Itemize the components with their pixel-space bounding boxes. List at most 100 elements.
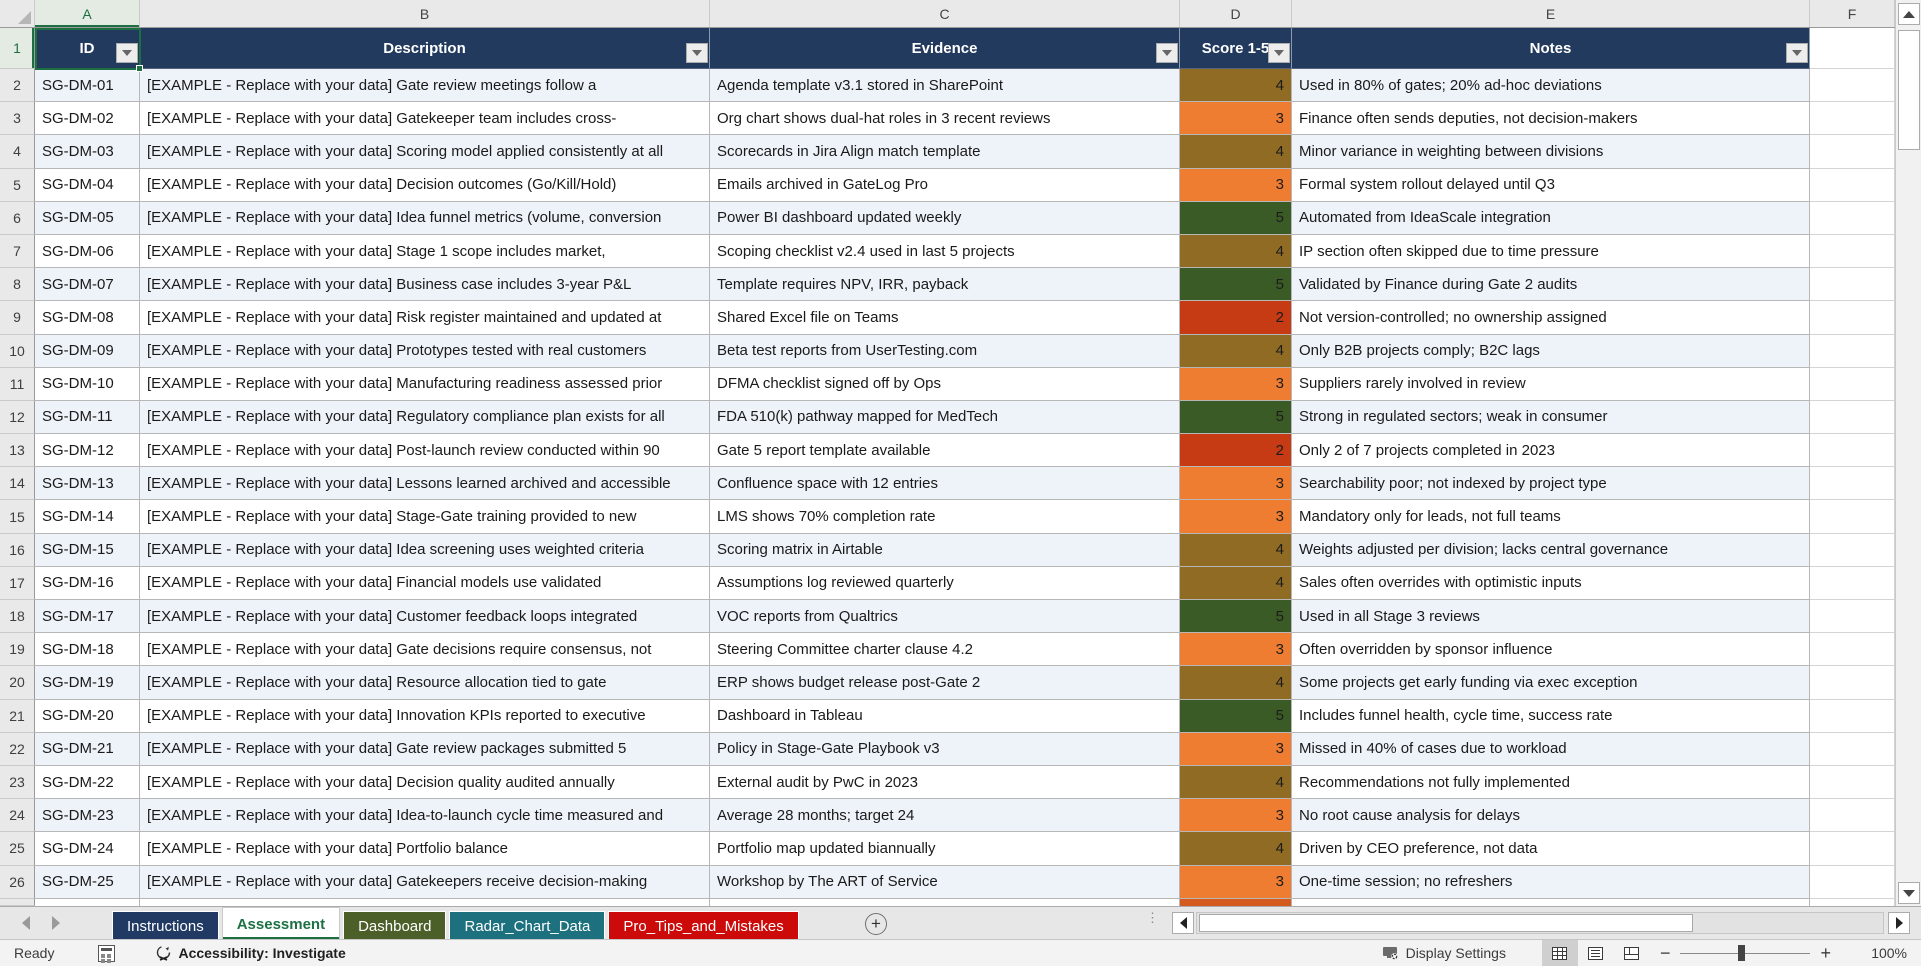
cell-id[interactable]: SG-DM-16 [35, 566, 140, 600]
cell-evidence[interactable]: Gate 5 report template available [710, 434, 1180, 468]
cell-id[interactable]: SG-DM-04 [35, 168, 140, 202]
cell-evidence[interactable]: Portfolio map updated biannually [710, 832, 1180, 866]
hscroll-right-button[interactable] [1888, 912, 1910, 934]
filter-button-score[interactable] [1268, 43, 1290, 63]
cell-notes[interactable]: Often overridden by sponsor influence [1292, 633, 1810, 667]
row-number[interactable]: 23 [0, 765, 35, 800]
cell-id[interactable]: SG-DM-09 [35, 334, 140, 368]
cell-empty[interactable] [1810, 69, 1895, 103]
prev-sheet-icon[interactable] [22, 916, 30, 930]
cell-description[interactable]: [EXAMPLE - Replace with your data] Idea … [140, 201, 710, 235]
cell-id[interactable]: SG-DM-03 [35, 135, 140, 169]
cell-empty[interactable] [1810, 600, 1895, 634]
cell-score[interactable]: 3 [1180, 168, 1292, 202]
cell-empty[interactable] [1810, 28, 1895, 69]
cell-empty[interactable] [1810, 467, 1895, 501]
row-number[interactable]: 19 [0, 633, 35, 667]
cell-id[interactable]: SG-DM-17 [35, 600, 140, 634]
cell-evidence[interactable]: Beta test reports from UserTesting.com [710, 334, 1180, 368]
scroll-up-button[interactable] [1898, 3, 1920, 25]
cell-score[interactable]: 3 [1180, 865, 1292, 899]
cell-id[interactable]: SG-DM-15 [35, 533, 140, 567]
cell-empty[interactable] [1810, 301, 1895, 335]
cell-notes[interactable]: Used in 80% of gates; 20% ad-hoc deviati… [1292, 69, 1810, 103]
cell-score[interactable]: 4 [1180, 69, 1292, 103]
cell-description[interactable]: [EXAMPLE - Replace with your data] Decis… [140, 168, 710, 202]
header-cell-id[interactable]: ID [35, 28, 140, 69]
macro-record-icon[interactable] [98, 944, 116, 962]
horizontal-scrollbar[interactable] [1196, 912, 1884, 934]
cell-evidence[interactable]: Dashboard in Tableau [710, 699, 1180, 733]
cell-description[interactable]: [EXAMPLE - Replace with your data] Stage… [140, 500, 710, 534]
cell-score[interactable]: 5 [1180, 600, 1292, 634]
zoom-slider[interactable] [1680, 944, 1811, 961]
row-number[interactable]: 3 [0, 102, 35, 136]
cell-notes[interactable]: Some projects get early funding via exec… [1292, 666, 1810, 700]
cell-evidence[interactable]: Agenda template v3.1 stored in SharePoin… [710, 69, 1180, 103]
cell-description[interactable]: [EXAMPLE - Replace with your data] Finan… [140, 566, 710, 600]
cell-notes[interactable]: Missed in 40% of cases due to workload [1292, 732, 1810, 766]
row-number[interactable]: 17 [0, 566, 35, 600]
cell-evidence[interactable]: Steering Committee charter clause 4.2 [710, 633, 1180, 667]
cell-score[interactable]: 4 [1180, 533, 1292, 567]
partial-cell[interactable] [1810, 898, 1895, 906]
cell-description[interactable]: [EXAMPLE - Replace with your data] Innov… [140, 699, 710, 733]
cell-description[interactable]: [EXAMPLE - Replace with your data] Gatek… [140, 865, 710, 899]
cell-empty[interactable] [1810, 400, 1895, 435]
zoom-slider-thumb[interactable] [1738, 944, 1746, 961]
cell-id[interactable]: SG-DM-07 [35, 268, 140, 302]
cell-empty[interactable] [1810, 832, 1895, 866]
cell-score[interactable]: 5 [1180, 699, 1292, 733]
cell-evidence[interactable]: Shared Excel file on Teams [710, 301, 1180, 335]
cell-notes[interactable]: IP section often skipped due to time pre… [1292, 234, 1810, 269]
column-letter-b[interactable]: B [140, 0, 710, 27]
next-sheet-icon[interactable] [52, 916, 60, 930]
row-number[interactable]: 20 [0, 666, 35, 700]
header-cell-description[interactable]: Description [140, 28, 710, 69]
cell-description[interactable]: [EXAMPLE - Replace with your data] Post-… [140, 434, 710, 468]
cell-description[interactable]: [EXAMPLE - Replace with your data] Resou… [140, 666, 710, 700]
cell-evidence[interactable]: Scoring matrix in Airtable [710, 533, 1180, 567]
row-number[interactable]: 13 [0, 434, 35, 468]
row-number[interactable]: 12 [0, 400, 35, 435]
sheet-tab-dashboard[interactable]: Dashboard [343, 911, 447, 940]
cell-id[interactable]: SG-DM-18 [35, 633, 140, 667]
cell-notes[interactable]: Only B2B projects comply; B2C lags [1292, 334, 1810, 368]
cell-id[interactable]: SG-DM-20 [35, 699, 140, 733]
page-break-view-button[interactable] [1614, 940, 1650, 966]
cell-description[interactable]: [EXAMPLE - Replace with your data] Gatek… [140, 102, 710, 136]
zoom-in-button[interactable]: + [1820, 942, 1831, 963]
cell-id[interactable]: SG-DM-11 [35, 400, 140, 435]
cell-notes[interactable]: Only 2 of 7 projects completed in 2023 [1292, 434, 1810, 468]
filter-button-description[interactable] [686, 43, 708, 63]
cell-id[interactable]: SG-DM-05 [35, 201, 140, 235]
page-layout-view-button[interactable] [1578, 940, 1614, 966]
normal-view-button[interactable] [1541, 940, 1578, 966]
row-number[interactable]: 26 [0, 865, 35, 899]
row-number[interactable]: 16 [0, 533, 35, 567]
cell-evidence[interactable]: FDA 510(k) pathway mapped for MedTech [710, 400, 1180, 435]
cell-score[interactable]: 4 [1180, 765, 1292, 800]
cell-notes[interactable]: Minor variance in weighting between divi… [1292, 135, 1810, 169]
cell-id[interactable]: SG-DM-21 [35, 732, 140, 766]
cell-evidence[interactable]: Template requires NPV, IRR, payback [710, 268, 1180, 302]
cell-score[interactable]: 4 [1180, 135, 1292, 169]
cell-evidence[interactable]: Scoping checklist v2.4 used in last 5 pr… [710, 234, 1180, 269]
cell-empty[interactable] [1810, 434, 1895, 468]
cell-description[interactable]: [EXAMPLE - Replace with your data] Manuf… [140, 367, 710, 401]
column-letter-a[interactable]: A [35, 0, 140, 27]
add-sheet-button[interactable]: + [865, 913, 887, 935]
cell-empty[interactable] [1810, 732, 1895, 766]
filter-button-id[interactable] [116, 43, 138, 63]
row-number[interactable]: 21 [0, 699, 35, 733]
partial-cell[interactable] [140, 898, 710, 906]
cell-notes[interactable]: Weights adjusted per division; lacks cen… [1292, 533, 1810, 567]
filter-button-notes[interactable] [1786, 43, 1808, 63]
cell-empty[interactable] [1810, 268, 1895, 302]
cell-score[interactable]: 3 [1180, 799, 1292, 833]
cell-id[interactable]: SG-DM-25 [35, 865, 140, 899]
header-cell-score[interactable]: Score 1-5 [1180, 28, 1292, 69]
partial-cell[interactable] [1292, 898, 1810, 906]
column-letter-d[interactable]: D [1180, 0, 1292, 27]
row-number[interactable]: 10 [0, 334, 35, 368]
